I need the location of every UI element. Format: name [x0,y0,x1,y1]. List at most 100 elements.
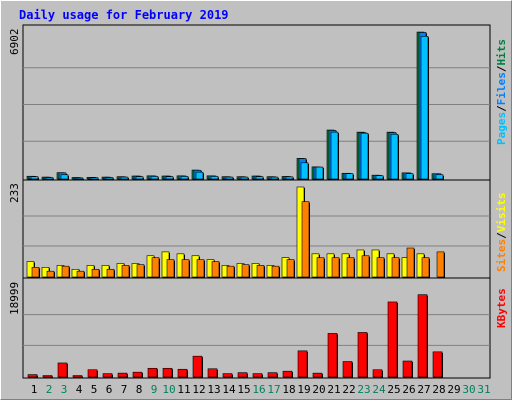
legend-item-pages: Pages [495,111,508,145]
bar-kbytes-kbytes-day-2 [42,375,53,378]
bar-visits-sites-day-8 [136,264,145,278]
x-tick-label-day-24: 24 [372,383,386,396]
ymax-label-kbytes: 18999 [8,281,21,315]
bar-kbytes-kbytes-day-17 [267,372,278,378]
chart-title: Daily usage for February 2019 [19,8,229,22]
bar-kbytes-kbytes-day-26 [402,360,413,378]
bar-kbytes-kbytes-day-23 [357,332,368,378]
bar-visits-sites-day-1 [31,267,40,278]
bar-visits-sites-day-10 [166,259,175,278]
bar-kbytes-kbytes-day-24 [372,369,383,378]
bar-visits-sites-day-7 [121,265,130,278]
bar-kbytes-kbytes-day-11 [177,368,188,378]
bar-hits-pages-day-1 [30,176,39,180]
legend-separator: / [495,65,508,73]
bar-visits-sites-day-26 [406,247,415,278]
bar-kbytes-kbytes-day-10 [162,367,173,378]
legend-separator: / [495,232,508,239]
bar-visits-sites-day-4 [76,270,85,278]
bar-visits-sites-day-16 [256,265,265,278]
bar-kbytes-kbytes-day-1 [27,374,38,378]
bar-hits-pages-day-26 [405,173,414,180]
x-tick-label-day-28: 28 [432,383,445,396]
bar-kbytes-kbytes-day-5 [87,369,98,378]
x-tick-label-day-3: 3 [61,383,68,396]
x-tick-label-day-2: 2 [46,383,53,396]
bar-hits-pages-day-3 [60,174,69,180]
bar-visits-sites-day-13 [211,261,220,278]
bar-hits-pages-day-4-shadow [77,178,84,180]
legend-separator: / [495,105,508,112]
bar-hits-pages-day-14 [225,176,234,180]
bar-kbytes-kbytes-day-13 [207,368,218,378]
bar-hits-pages-day-21 [330,131,339,180]
bar-hits-pages-day-17 [270,176,279,180]
x-tick-label-day-1: 1 [31,383,38,396]
x-tick-label-day-15: 15 [237,383,250,396]
bar-hits-pages-day-8 [135,176,144,180]
bar-hits-pages-day-18 [285,176,294,180]
x-tick-label-day-4: 4 [76,383,83,396]
bar-hits-pages-day-27 [420,36,429,180]
bar-hits-pages-day-5-shadow [92,178,99,180]
x-tick-label-day-25: 25 [387,383,400,396]
x-tick-label-day-22: 22 [342,383,355,396]
bar-visits-sites-day-27 [421,257,430,278]
x-tick-label-day-19: 19 [297,383,310,396]
ymax-label-hits: 6902 [8,28,21,56]
bar-kbytes-kbytes-day-21 [327,333,338,378]
x-tick-label-day-18: 18 [282,383,295,396]
bar-hits-pages-day-12 [195,171,204,180]
x-tick-label-day-31: 31 [477,383,490,396]
bar-visits-sites-day-2 [46,270,55,278]
bar-visits-sites-day-21 [331,257,340,278]
bar-kbytes-kbytes-day-16 [252,373,263,378]
x-tick-label-day-29: 29 [447,383,460,396]
bar-visits-sites-day-19 [301,201,310,278]
legend-item-files: Files [495,72,508,106]
bar-hits-pages-day-15 [240,176,249,180]
bar-kbytes-kbytes-day-28 [432,351,443,378]
bar-kbytes-kbytes-day-7 [117,372,128,378]
x-tick-label-day-26: 26 [402,383,415,396]
bar-visits-sites-day-28 [436,251,445,278]
x-tick-label-day-5: 5 [91,383,98,396]
x-tick-label-day-11: 11 [177,383,190,396]
x-tick-label-day-8: 8 [136,383,143,396]
bar-hits-pages-day-6 [105,177,114,180]
bar-visits-sites-day-20 [316,257,325,278]
bar-hits-pages-day-7 [120,176,129,180]
x-tick-label-day-23: 23 [357,383,370,396]
bar-kbytes-kbytes-day-12 [192,355,203,378]
x-tick-label-day-21: 21 [327,383,340,396]
bar-hits-pages-day-13 [210,176,219,180]
x-tick-label-day-20: 20 [312,383,325,396]
bar-visits-sites-day-3 [61,265,70,278]
legend-visits: Sites/Visits [495,193,508,273]
bar-visits-sites-day-22 [346,257,355,278]
bar-hits-pages-day-25 [390,133,399,180]
x-tick-label-day-9: 9 [151,383,158,396]
bar-hits-pages-day-9 [150,176,159,180]
bar-kbytes-kbytes-day-9 [147,367,158,378]
bar-visits-sites-day-12 [196,259,205,278]
bar-hits-pages-day-24 [375,175,384,180]
bar-hits-pages-day-23 [360,132,369,180]
x-tick-label-day-12: 12 [192,383,205,396]
x-tick-label-day-6: 6 [106,383,113,396]
bar-hits-pages-day-28 [435,174,444,180]
bar-visits-sites-day-6 [106,268,115,278]
bar-visits-sites-day-17 [271,265,280,278]
bar-visits-sites-day-25 [391,257,400,278]
bar-kbytes-kbytes-day-18 [282,370,293,378]
bar-hits-pages-day-16 [255,176,264,180]
x-tick-label-day-14: 14 [222,383,236,396]
legend-hits: Pages/Files/Hits [495,39,508,145]
bar-kbytes-kbytes-day-25 [387,301,398,378]
bar-visits-sites-day-23 [361,255,370,278]
legend-item-visits: Visits [495,192,508,233]
x-tick-label-day-16: 16 [252,383,265,396]
bar-kbytes-kbytes-day-22 [342,361,353,378]
bar-kbytes-kbytes-day-27 [417,294,428,378]
